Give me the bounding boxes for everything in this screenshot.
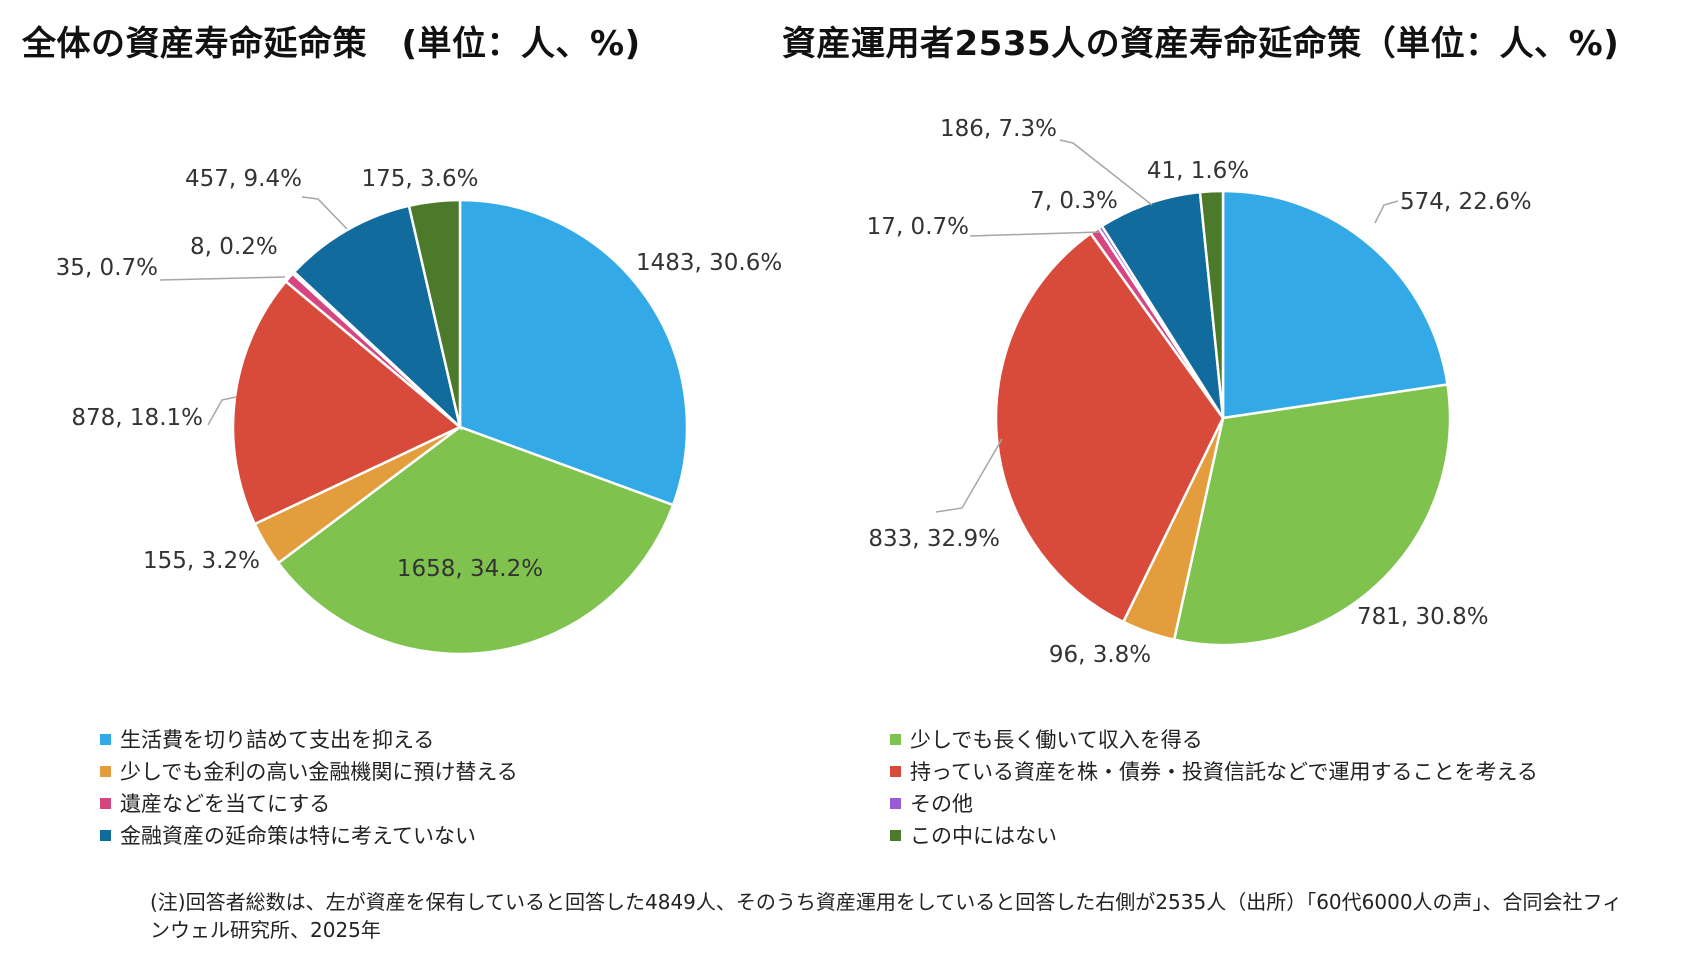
left-chart-title: 全体の資産寿命延命策 (単位：人、%) — [22, 24, 641, 64]
data-label: 1658, 34.2% — [397, 556, 543, 582]
data-label: 186, 7.3% — [940, 116, 1057, 142]
data-label: 574, 22.6% — [1400, 189, 1532, 215]
pie-slice — [1221, 189, 1449, 420]
pie-slice — [292, 204, 463, 431]
pie-slice — [1198, 189, 1225, 419]
legend-swatch — [890, 829, 901, 841]
source-note: (注)回答者総数は、左が資産を保有していると回答した4849人、そのうち資産運用… — [150, 890, 1623, 942]
legend-item: 生活費を切り詰めて支出を抑える — [100, 724, 434, 754]
data-label: 175, 3.6% — [362, 166, 479, 192]
leader-line — [1374, 200, 1399, 224]
legend-label: 生活費を切り詰めて支出を抑える — [120, 728, 435, 752]
pie-slice — [276, 425, 675, 656]
pie-slice — [1172, 383, 1452, 647]
leader-line — [1059, 139, 1153, 206]
pie-slice — [458, 198, 689, 507]
legend-label: その他 — [910, 792, 973, 816]
legend-label: この中にはない — [910, 824, 1057, 848]
legend-swatch — [890, 765, 901, 777]
data-label: 781, 30.8% — [1357, 604, 1489, 630]
data-label: 8, 0.2% — [190, 234, 278, 260]
data-label: 17, 0.7% — [867, 214, 969, 240]
data-label: 155, 3.2% — [143, 548, 260, 574]
legend-swatch — [100, 765, 111, 777]
legend-swatch — [100, 829, 111, 841]
pie-slice — [994, 231, 1225, 624]
leader-line — [159, 276, 286, 281]
legend-swatch — [890, 797, 901, 809]
leader-line — [301, 196, 348, 230]
data-label: 7, 0.3% — [1030, 188, 1118, 214]
legend-swatch — [890, 733, 901, 745]
legend-label: 持っている資産を株・債券・投資信託などで運用することを考える — [910, 760, 1538, 784]
right-chart-title: 資産運用者2535人の資産寿命延命策（単位：人、%) — [782, 24, 1620, 64]
data-label: 35, 0.7% — [56, 255, 158, 281]
legend-item: その他 — [890, 788, 973, 818]
data-label: 457, 9.4% — [185, 166, 302, 192]
leader-line — [207, 396, 237, 426]
legend-item: 遺産などを当てにする — [100, 788, 330, 818]
legend-swatch — [100, 797, 111, 809]
leader-line — [969, 231, 1101, 237]
leader-line — [935, 438, 1003, 513]
pie-slice — [407, 198, 462, 428]
legend-swatch — [100, 733, 111, 745]
data-label: 833, 32.9% — [868, 526, 1000, 552]
legend-label: 少しでも金利の高い金融機関に預け替える — [120, 760, 518, 784]
legend-label: 金融資産の延命策は特に考えていない — [120, 824, 476, 848]
legend-item: 少しでも長く働いて収入を得る — [890, 724, 1203, 754]
legend-item: この中にはない — [890, 820, 1057, 850]
legend-label: 少しでも長く働いて収入を得る — [910, 728, 1203, 752]
data-label: 96, 3.8% — [1049, 642, 1151, 668]
legend-label: 遺産などを当てにする — [120, 792, 331, 816]
legend-item: 少しでも金利の高い金融機関に預け替える — [100, 756, 518, 786]
legend-item: 金融資産の延命策は特に考えていない — [100, 820, 476, 850]
data-label: 878, 18.1% — [71, 405, 203, 431]
pie-slice — [231, 279, 463, 526]
data-label: 1483, 30.6% — [636, 250, 782, 276]
legend-item: 持っている資産を株・債券・投資信託などで運用することを考える — [890, 756, 1538, 786]
data-label: 41, 1.6% — [1147, 158, 1249, 184]
